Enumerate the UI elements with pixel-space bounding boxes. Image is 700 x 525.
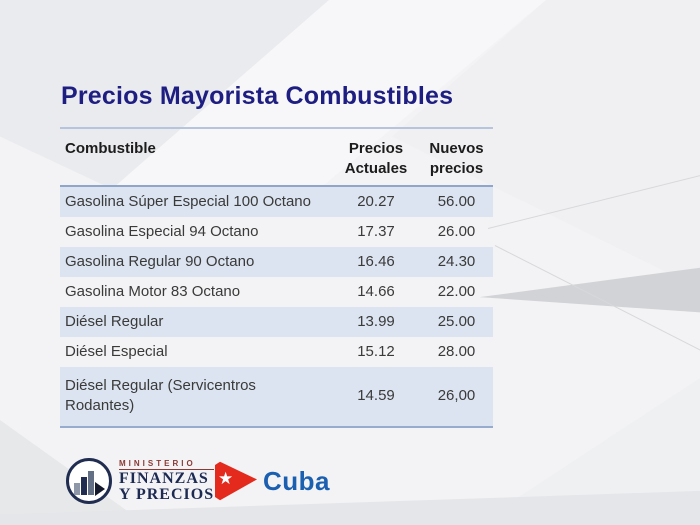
- fuel-name: Gasolina Regular 90 Octano: [65, 252, 255, 270]
- bar-chart-icon: [88, 471, 94, 495]
- fuel-name: Gasolina Motor 83 Octano: [65, 282, 241, 300]
- fuel-name: Gasolina Especial 94 Octano: [65, 222, 259, 240]
- current-price: 16.46: [357, 252, 395, 270]
- background-diagonal-line-1: [487, 173, 700, 229]
- ministry-text-finanzas: FINANZAS: [119, 470, 209, 487]
- ministry-text-ministerio: MINISTERIO: [119, 459, 215, 470]
- bar-chart-icon: [74, 483, 80, 495]
- triangle-icon: [95, 482, 105, 496]
- background-diagonal-line-2: [494, 245, 700, 355]
- current-price: 14.59: [357, 387, 395, 404]
- new-price: 56.00: [437, 192, 476, 210]
- star-icon: ★: [218, 469, 234, 488]
- bar-chart-icon: [81, 477, 87, 495]
- table-header-rule: [60, 184, 493, 187]
- column-header-precios-actuales: Precios Actuales: [344, 139, 408, 177]
- fuel-name: Gasolina Súper Especial 100 Octano: [65, 192, 311, 210]
- new-price: 24.30: [437, 252, 476, 270]
- table-bottom-rule: [60, 425, 493, 428]
- table-row: Diésel Regular (Servicentros Rodantes) 1…: [60, 366, 493, 426]
- current-price: 17.37: [357, 222, 395, 240]
- cuba-logo: ★ Cuba: [215, 461, 330, 501]
- fuel-prices-table: Combustible Precios Actuales Nuevos prec…: [60, 127, 493, 428]
- new-price: 28.00: [437, 342, 476, 360]
- new-price: 22.00: [437, 282, 476, 300]
- table-row: Diésel Regular 13.99 25.00: [60, 306, 493, 337]
- table-header-row: Combustible Precios Actuales Nuevos prec…: [60, 129, 493, 185]
- current-price: 20.27: [357, 192, 395, 210]
- table-row: Diésel Especial 15.12 28.00: [60, 337, 493, 367]
- table-top-rule: [60, 127, 493, 129]
- current-price: 13.99: [357, 312, 395, 330]
- ministry-emblem-icon: [66, 458, 112, 504]
- table-row: Gasolina Motor 83 Octano 14.66 22.00: [60, 277, 493, 307]
- fuel-name: Diésel Especial: [65, 342, 168, 360]
- current-price: 14.66: [357, 282, 395, 300]
- column-header-nuevos-precios: Nuevos precios: [429, 139, 484, 177]
- table-row: Gasolina Regular 90 Octano 16.46 24.30: [60, 246, 493, 277]
- ministry-logo-text: MINISTERIO FINANZAS Y PRECIOS: [119, 459, 215, 503]
- column-header-combustible: Combustible: [65, 139, 156, 157]
- cuba-logo-text: Cuba: [263, 465, 330, 496]
- table-row: Gasolina Súper Especial 100 Octano 20.27…: [60, 186, 493, 217]
- ministry-text-y-precios: Y PRECIOS: [119, 486, 215, 503]
- cuba-flag-icon: ★: [215, 461, 257, 501]
- fuel-name: Diésel Regular (Servicentros Rodantes): [65, 377, 256, 414]
- fuel-name: Diésel Regular: [65, 312, 164, 330]
- new-price: 26.00: [437, 222, 476, 240]
- current-price: 15.12: [357, 342, 395, 360]
- new-price: 26,00: [437, 387, 476, 404]
- table-row: Gasolina Especial 94 Octano 17.37 26.00: [60, 217, 493, 247]
- slide-title: Precios Mayorista Combustibles: [61, 82, 454, 110]
- new-price: 25.00: [437, 312, 476, 330]
- ministry-logo: MINISTERIO FINANZAS Y PRECIOS: [66, 458, 215, 504]
